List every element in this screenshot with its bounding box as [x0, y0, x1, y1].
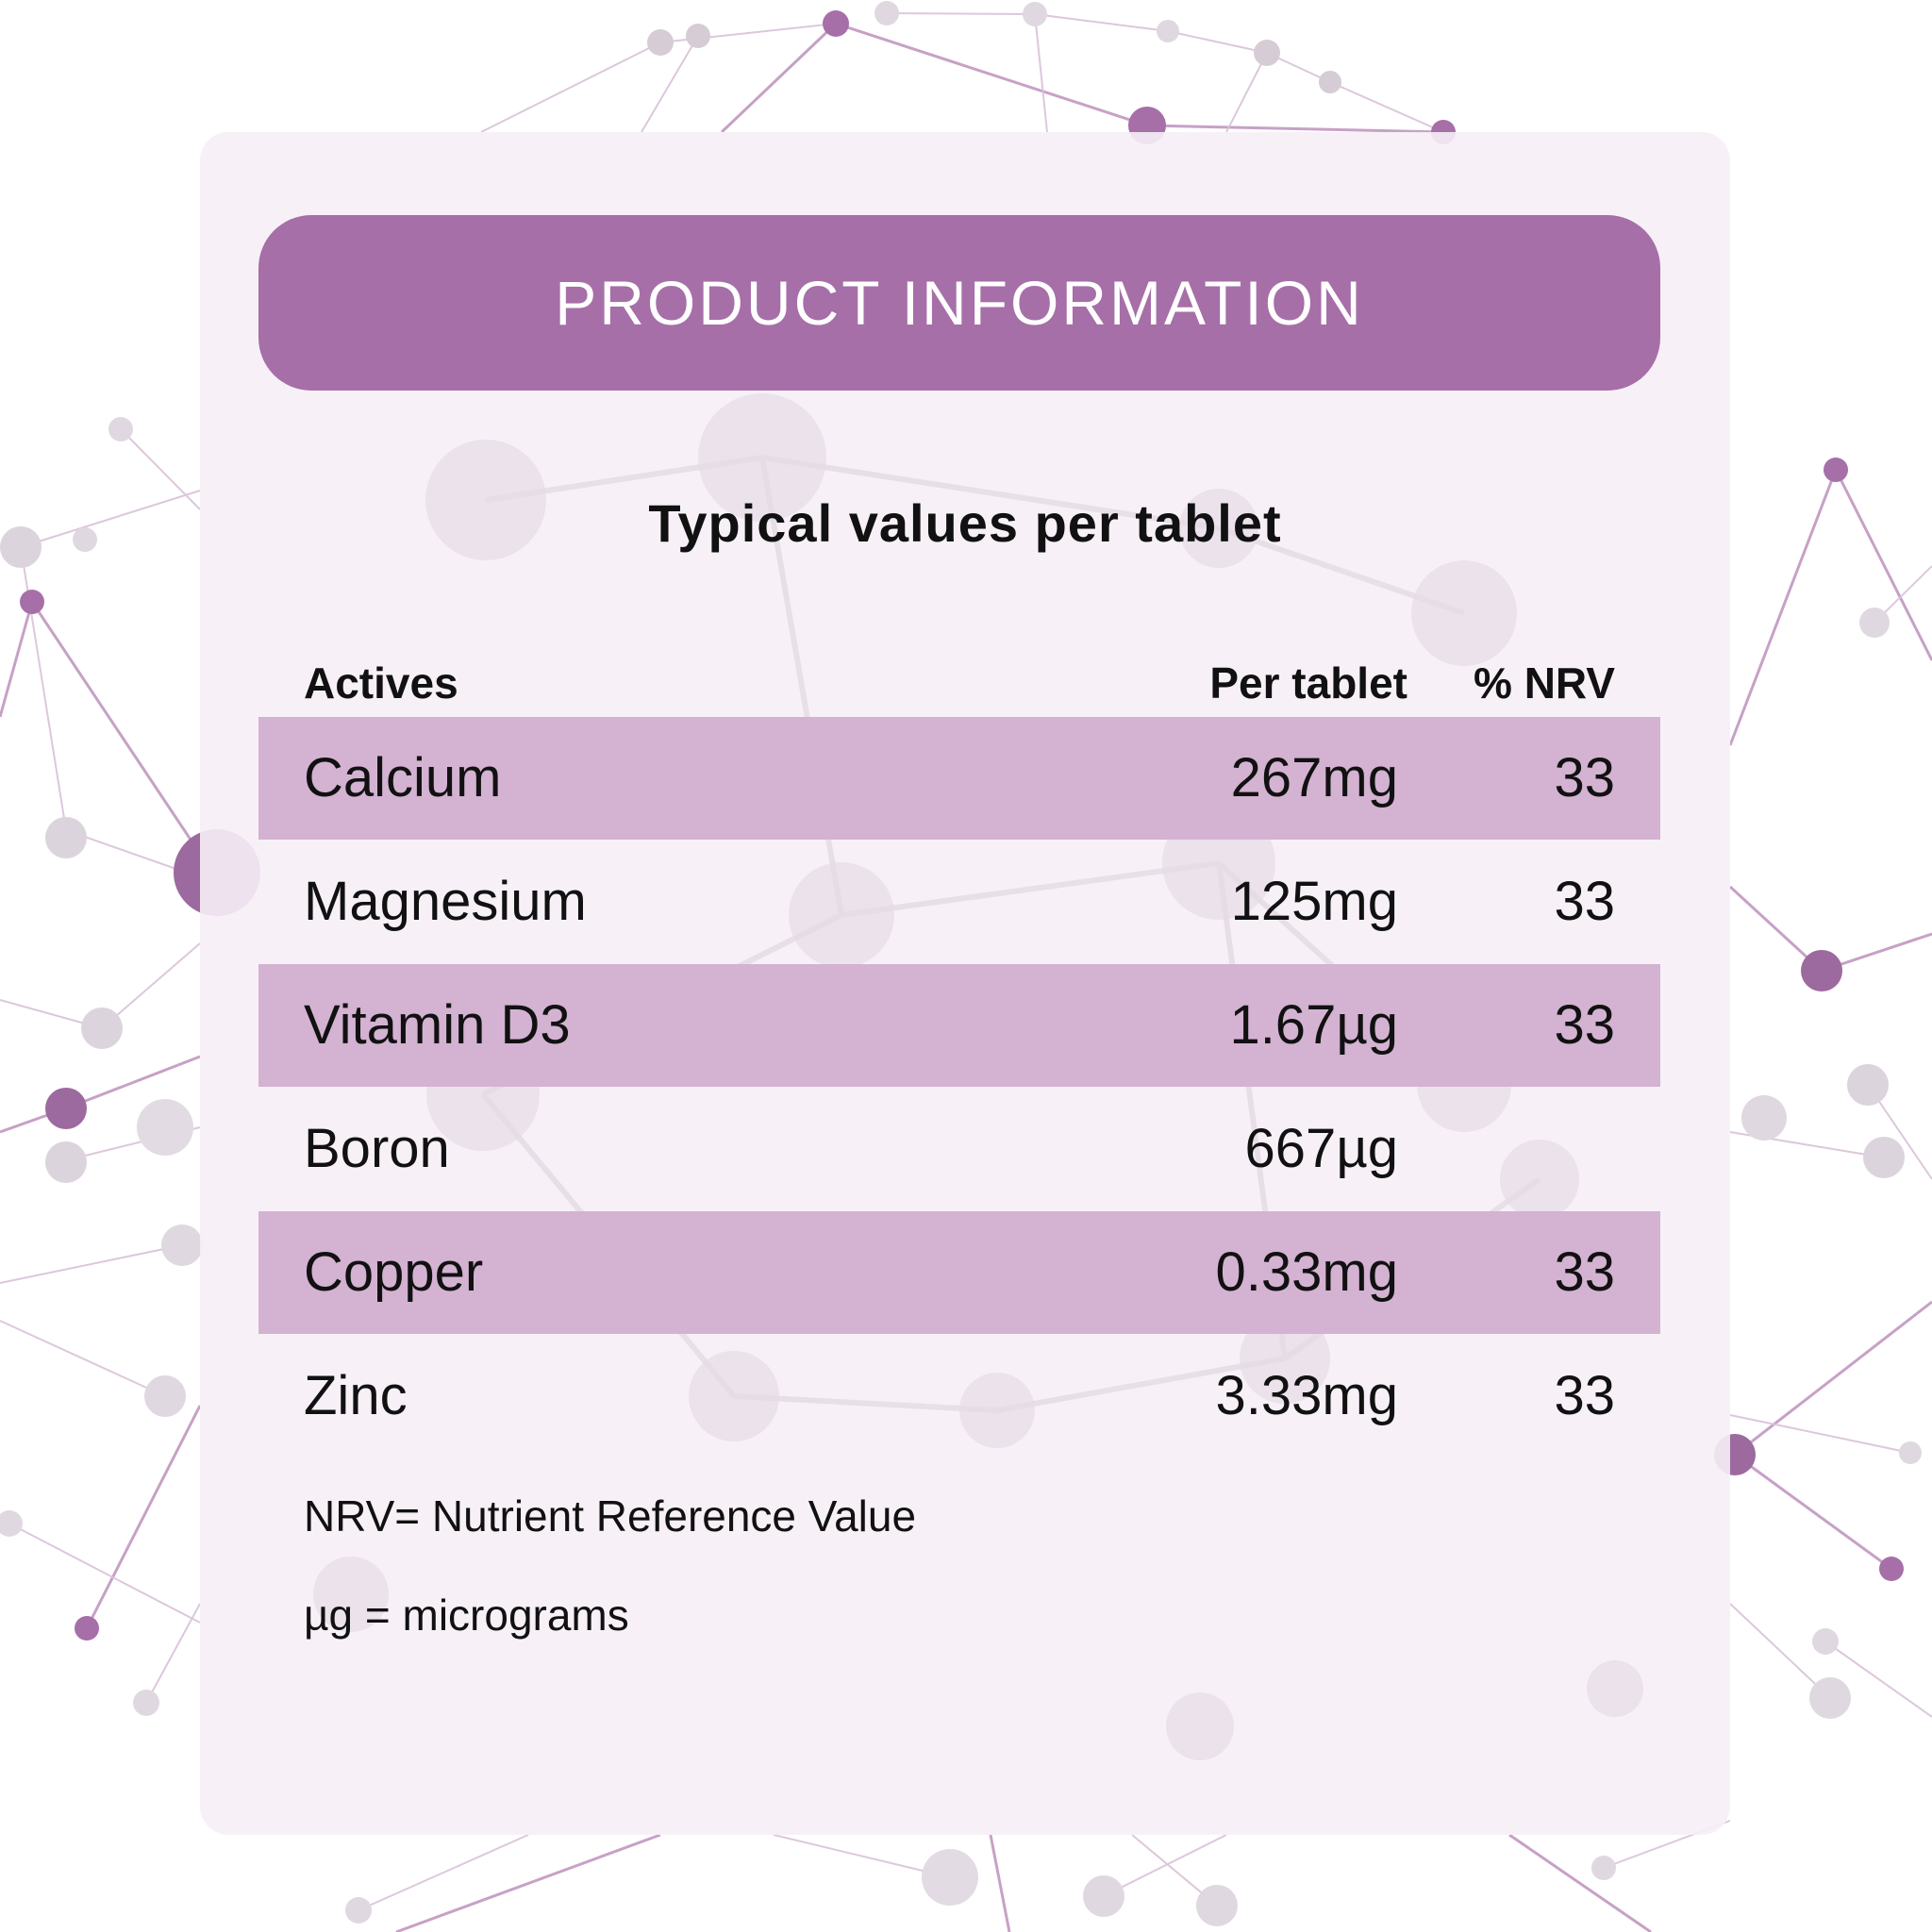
footnote-micrograms: µg = micrograms: [304, 1591, 629, 1640]
nrv-percent: 33: [1554, 994, 1615, 1056]
column-header-per-tablet: Per tablet: [1209, 658, 1407, 708]
nrv-percent: 33: [1554, 747, 1615, 808]
nrv-percent: 33: [1554, 1365, 1615, 1426]
product-info-card: PRODUCT INFORMATION Typical values per t…: [200, 132, 1730, 1835]
amount-per-tablet: 267mg: [1230, 747, 1398, 808]
table-row: Copper 0.33mg 33: [258, 1211, 1660, 1334]
active-name: Boron: [304, 1118, 450, 1179]
table-row: Zinc 3.33mg 33: [258, 1335, 1660, 1457]
table-header: Actives Per tablet % NRV: [258, 658, 1660, 714]
amount-per-tablet: 1.67µg: [1229, 994, 1398, 1056]
table-row: Calcium 267mg 33: [258, 717, 1660, 840]
page-title: PRODUCT INFORMATION: [555, 268, 1364, 338]
active-name: Magnesium: [304, 871, 587, 932]
nrv-percent: 33: [1554, 871, 1615, 932]
table-row: Vitamin D3 1.67µg 33: [258, 964, 1660, 1087]
header-banner: PRODUCT INFORMATION: [258, 215, 1660, 391]
footnote-nrv: NRV= Nutrient Reference Value: [304, 1491, 917, 1541]
amount-per-tablet: 3.33mg: [1215, 1365, 1398, 1426]
active-name: Copper: [304, 1241, 484, 1303]
active-name: Vitamin D3: [304, 994, 571, 1056]
column-header-actives: Actives: [304, 658, 458, 708]
nrv-percent: 33: [1554, 1241, 1615, 1303]
active-name: Zinc: [304, 1365, 408, 1426]
table-row: Boron 667µg: [258, 1088, 1660, 1210]
active-name: Calcium: [304, 747, 502, 808]
amount-per-tablet: 0.33mg: [1215, 1241, 1398, 1303]
amount-per-tablet: 125mg: [1230, 871, 1398, 932]
section-subtitle: Typical values per tablet: [648, 493, 1282, 553]
column-header-nrv: % NRV: [1474, 658, 1615, 708]
table-row: Magnesium 125mg 33: [258, 841, 1660, 963]
amount-per-tablet: 667µg: [1244, 1118, 1398, 1179]
